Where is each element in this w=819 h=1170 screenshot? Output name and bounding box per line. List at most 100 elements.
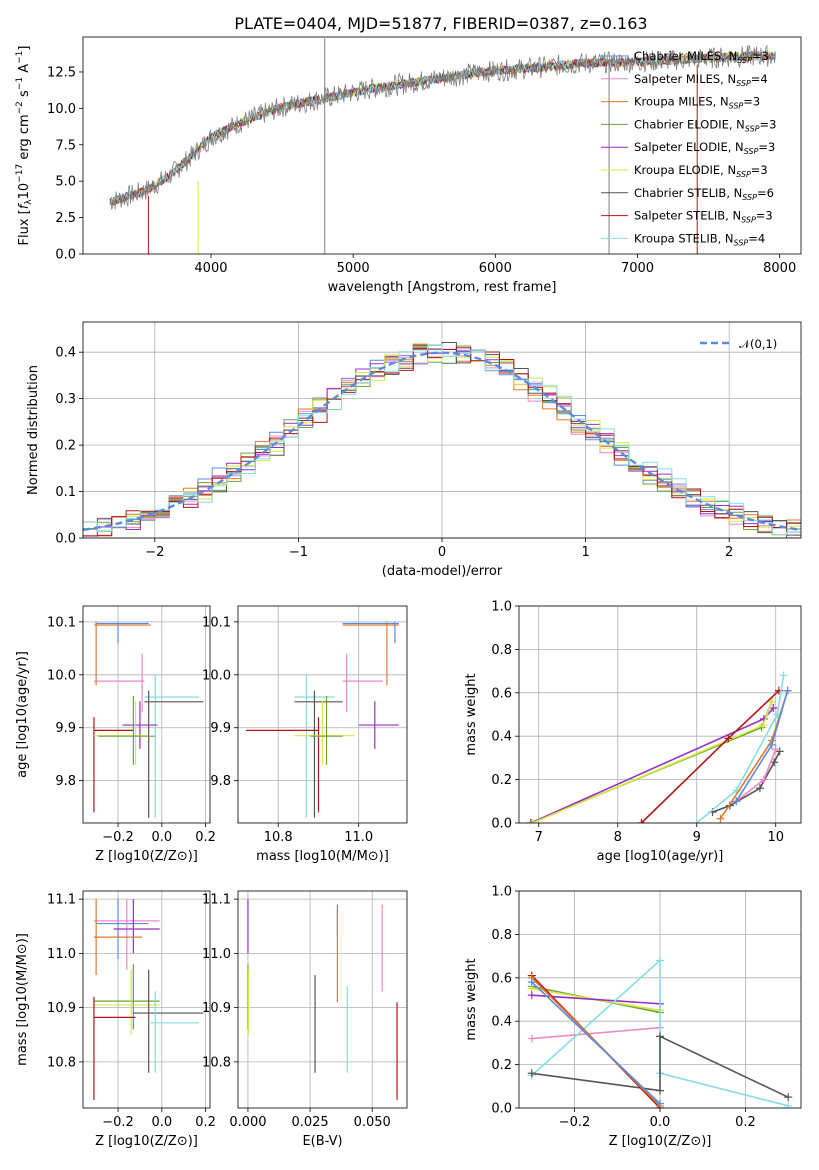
weight-marker (769, 703, 778, 712)
y-tick-label: 9.8 (210, 774, 231, 789)
y-tick-label: 0.0 (491, 817, 512, 832)
y-axis-label: age [log10(age/yr)] (15, 651, 30, 778)
weight-lines (526, 671, 792, 823)
y-tick-label: 9.9 (55, 721, 76, 736)
y-tick-label: 0.0 (491, 1102, 512, 1117)
axes-frame (518, 605, 802, 824)
legend-entry: Salpeter STELIB, NSSP=3 (634, 209, 773, 225)
y-tick-label: 0.8 (491, 643, 512, 658)
weight-marker (775, 747, 784, 756)
x-tick-label: 9 (693, 830, 701, 845)
y-tick-label: 2.5 (55, 211, 76, 226)
y-tick-label: 10.8 (202, 1055, 231, 1070)
x-axis-label: Z [log10(Z/Z⊙)] (95, 1134, 198, 1149)
ticks: −0.2 0.0 0.2 10.8 10.9 11.0 11.1 (47, 893, 216, 1130)
weight-line (735, 748, 777, 802)
mass-vs-Z-panel: −0.2 0.0 0.2 10.8 10.9 11.0 11.1 Z [log10(Z/Z⊙)… (15, 890, 216, 1149)
weight-line (531, 1026, 661, 1040)
y-tick-label: 10.0 (47, 668, 76, 683)
y-tick-label: 10.1 (202, 615, 231, 630)
x-tick-label: −1 (289, 545, 308, 560)
y-tick-label: 1.0 (491, 885, 512, 900)
weight-line (531, 981, 661, 1105)
y-tick-label: 0.2 (55, 439, 76, 454)
errorbar-points (247, 899, 398, 1100)
y-tick-label: 0.2 (491, 773, 512, 788)
x-axis-label: Z [log10(Z/Z⊙)] (95, 849, 198, 864)
ticks: −0.2 0.0 0.2 0.0 0.2 0.4 0.6 0.8 1.0 (491, 885, 755, 1131)
axes-frame (82, 36, 802, 255)
weight-marker (783, 686, 792, 695)
x-axis-label: mass [log10(M/M⊙)] (256, 849, 389, 864)
massweight-vs-age-panel: 7 8 9 10 0.0 0.2 0.4 0.6 0.8 1.0 age [log10(age/yr… (464, 600, 802, 864)
x-tick-label: −2 (145, 545, 164, 560)
x-tick-label: 11.0 (344, 830, 373, 845)
legend-entry: Kroupa ELODIE, NSSP=3 (634, 163, 768, 179)
weight-line (696, 675, 785, 823)
legend-entry: Kroupa STELIB, NSSP=4 (634, 231, 765, 247)
legend-entry: Chabrier STELIB, NSSP=6 (634, 186, 774, 202)
spectrum-lines (109, 38, 776, 254)
legend: Chabrier MILES, NSSP=3 Salpeter MILES, NS… (601, 49, 776, 247)
weight-line (530, 707, 775, 823)
weight-marker (771, 745, 780, 754)
weight-marker (692, 819, 701, 823)
massweight-vs-Z-panel: −0.2 0.0 0.2 0.0 0.2 0.4 0.6 0.8 1.0 Z [log10(Z/Z… (464, 885, 802, 1149)
x-tick-label: 7 (535, 830, 543, 845)
weight-marker (759, 775, 768, 784)
weight-marker (784, 1093, 793, 1102)
weight-marker (767, 740, 776, 749)
weight-marker (779, 671, 788, 680)
legend-entry: Chabrier MILES, NSSP=3 (634, 49, 769, 65)
weight-marker (716, 814, 725, 823)
spectrum-panel: 4000 5000 6000 7000 8000 0.0 2.5 5.0 7.5 10.0 12.5… (15, 36, 802, 295)
y-tick-label: 0.3 (55, 392, 76, 407)
errorbar-points (246, 621, 399, 818)
ticks: 7 8 9 10 0.0 0.2 0.4 0.6 0.8 1.0 (491, 600, 784, 846)
x-tick-label: 10.8 (264, 830, 293, 845)
ticks: −2 −1 0 1 2 0.0 0.1 0.2 0.3 0.4 (55, 346, 733, 560)
y-tick-label: 11.1 (47, 893, 76, 908)
weight-marker (732, 797, 741, 806)
weight-marker (767, 697, 776, 706)
ticks: 4000 5000 6000 7000 8000 0.0 2.5 5.0 7.5 10.0 12.5 (47, 65, 796, 276)
y-tick-label: 11.1 (202, 893, 231, 908)
x-tick-label: 0 (438, 545, 446, 560)
gridlines (519, 605, 801, 824)
x-tick-label: 0.2 (735, 1115, 756, 1130)
weight-lines (527, 956, 793, 1108)
x-tick-label: 10 (767, 830, 784, 845)
x-axis-label: wavelength [Angstrom, rest frame] (328, 280, 557, 295)
legend-entry: Chabrier ELODIE, NSSP=3 (634, 117, 776, 133)
ticks: −0.2 0.0 0.2 9.8 9.9 10.0 10.1 (47, 615, 216, 845)
model-line (109, 51, 776, 204)
y-tick-label: 0.4 (491, 1015, 512, 1030)
weight-line (712, 751, 781, 813)
x-tick-label: 0.0 (650, 1115, 671, 1130)
axes-frame (82, 605, 211, 824)
y-tick-label: 0.1 (55, 485, 76, 500)
x-tick-label: 7000 (621, 261, 654, 276)
x-tick-label: 0.000 (229, 1115, 266, 1130)
axes-frame (518, 890, 802, 1109)
normal-curve (83, 351, 801, 532)
y-tick-label: 0.4 (491, 730, 512, 745)
weight-line (640, 690, 780, 823)
y-tick-label: 0.4 (55, 346, 76, 361)
histogram-group (83, 342, 801, 538)
weight-marker (527, 991, 536, 1000)
x-tick-label: 8000 (763, 261, 796, 276)
y-tick-label: 0.6 (491, 686, 512, 701)
y-tick-label: 10.0 (202, 668, 231, 683)
age-vs-Z-panel: −0.2 0.0 0.2 9.8 9.9 10.0 10.1 Z [log10(Z/Z⊙)] a… (15, 605, 216, 864)
y-tick-label: 11.0 (202, 947, 231, 962)
weight-marker (527, 978, 536, 987)
y-tick-label: 0.8 (491, 928, 512, 943)
y-tick-label: 12.5 (47, 65, 76, 80)
y-axis-label: Normed distribution (26, 365, 41, 495)
weight-marker (528, 819, 537, 823)
histogram-step (83, 346, 801, 536)
x-tick-label: 0.025 (291, 1115, 328, 1130)
legend-entry: 𝒩(0,1) (739, 337, 777, 351)
